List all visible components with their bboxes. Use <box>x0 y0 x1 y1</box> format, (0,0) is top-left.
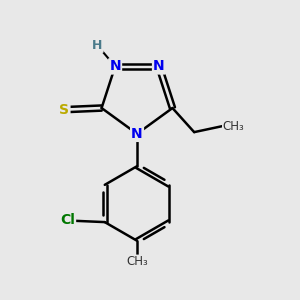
Text: Cl: Cl <box>60 214 75 227</box>
Text: N: N <box>153 59 165 74</box>
Text: CH₃: CH₃ <box>223 120 244 133</box>
Text: N: N <box>131 127 143 141</box>
Text: H: H <box>92 39 103 52</box>
Text: S: S <box>59 103 69 117</box>
Text: CH₃: CH₃ <box>126 255 148 268</box>
Text: N: N <box>109 59 121 74</box>
